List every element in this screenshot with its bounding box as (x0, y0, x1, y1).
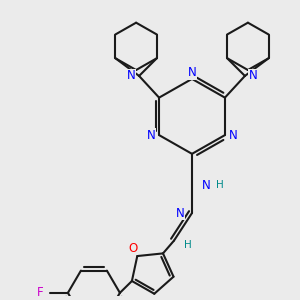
Text: N: N (127, 69, 136, 82)
Text: O: O (129, 242, 138, 255)
Text: N: N (176, 206, 184, 220)
Text: N: N (248, 69, 257, 82)
Text: H: H (184, 240, 192, 250)
Text: N: N (229, 129, 237, 142)
Text: H: H (216, 180, 224, 190)
Text: N: N (147, 129, 155, 142)
Text: N: N (202, 179, 210, 192)
Text: F: F (37, 286, 43, 299)
Text: N: N (188, 67, 196, 80)
